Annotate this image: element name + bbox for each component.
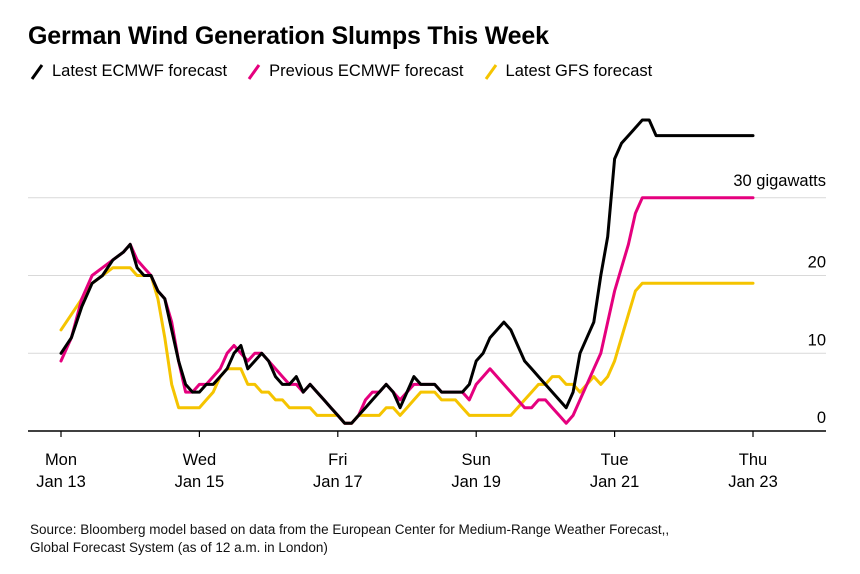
y-tick-label-1: 10 [808, 331, 826, 349]
legend: Latest ECMWF forecast Previous ECMWF for… [30, 62, 652, 81]
x-tick-label-2-line2: Jan 17 [313, 473, 363, 491]
x-tick-label-3-line2: Jan 19 [451, 473, 501, 491]
legend-swatch-latest-gfs-icon [484, 63, 497, 80]
legend-item-latest-ecmwf: Latest ECMWF forecast [30, 62, 227, 81]
x-tick-label-1-line2: Jan 15 [175, 473, 225, 491]
legend-item-latest-gfs: Latest GFS forecast [484, 62, 653, 81]
x-tick-label-1-line1: Wed [183, 451, 217, 469]
chart-title: German Wind Generation Slumps This Week [28, 22, 549, 50]
series-line-0 [59, 118, 755, 425]
series-line-2 [59, 266, 755, 425]
legend-label-latest-ecmwf: Latest ECMWF forecast [52, 62, 228, 80]
legend-swatch-previous-ecmwf-icon [247, 63, 261, 80]
x-tick-label-5-line1: Thu [739, 451, 767, 469]
legend-label-latest-gfs: Latest GFS forecast [505, 62, 653, 80]
x-tick-label-3-line1: Sun [462, 451, 491, 469]
x-tick-label-2-line1: Fri [328, 451, 347, 469]
unit-label: 30 gigawatts [733, 172, 826, 190]
legend-label-previous-ecmwf: Previous ECMWF forecast [269, 62, 464, 80]
x-tick-label-0-line2: Jan 13 [36, 473, 86, 491]
y-tick-label-0: 0 [817, 409, 826, 427]
source-line-2: Global Forecast System (as of 12 a.m. in… [30, 540, 328, 555]
source-note: Source: Bloomberg model based on data fr… [30, 521, 669, 557]
x-tick-label-4-line2: Jan 21 [590, 473, 640, 491]
x-tick-label-5-line2: Jan 23 [728, 473, 778, 491]
legend-swatch-latest-ecmwf-icon [30, 63, 44, 80]
x-tick-label-0-line1: Mon [45, 451, 77, 469]
legend-item-previous-ecmwf: Previous ECMWF forecast [247, 62, 464, 81]
x-tick-label-4-line1: Tue [601, 451, 629, 469]
source-line-1: Source: Bloomberg model based on data fr… [30, 522, 670, 537]
y-tick-label-2: 20 [808, 254, 826, 272]
